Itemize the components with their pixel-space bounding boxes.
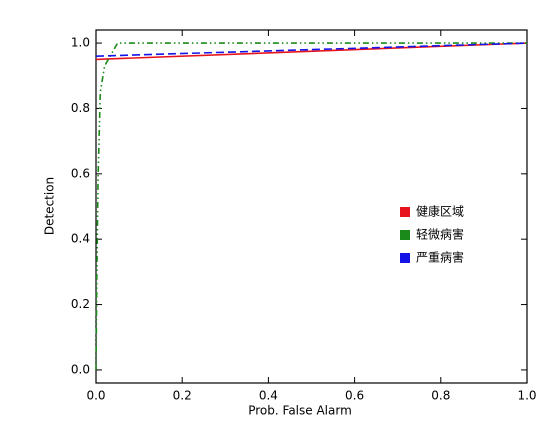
roc-line [95,42,528,61]
legend-label: 健康区域 [416,204,464,219]
plot-frame [95,29,528,384]
x-tick-label: 0.6 [345,389,364,403]
legend-swatch [400,253,410,263]
y-tick-label: 0.4 [71,232,90,246]
x-tick-label: 0.8 [431,389,450,403]
y-tick-label: 0.6 [71,166,90,180]
x-tick-label: 0.4 [259,389,278,403]
x-tick-label: 0.2 [173,389,192,403]
roc-line [95,42,528,57]
legend-label: 轻微病害 [416,227,464,242]
legend-swatch [400,230,410,240]
legend-label: 严重病害 [416,250,464,265]
x-tick-label: 1.0 [517,389,536,403]
legend-swatch [400,207,410,217]
x-axis-label: Prob. False Alarm [248,404,352,418]
y-tick-label: 0.2 [71,297,90,311]
y-tick-label: 1.0 [71,36,90,50]
y-tick-label: 0.8 [71,101,90,115]
y-axis-label: Detection [43,177,57,235]
x-tick-label: 0.0 [86,389,105,403]
y-tick-label: 0.0 [71,362,90,376]
